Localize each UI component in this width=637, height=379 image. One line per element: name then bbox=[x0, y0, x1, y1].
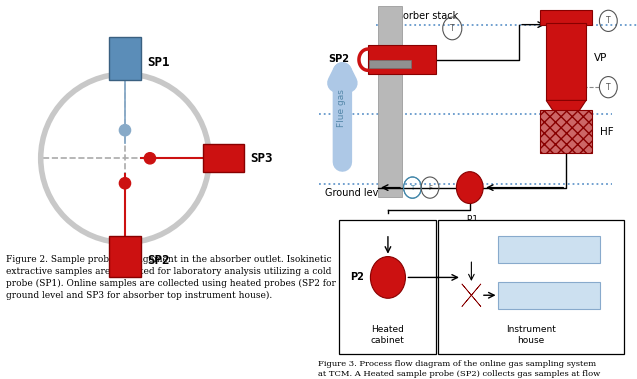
Polygon shape bbox=[462, 284, 481, 307]
Text: P2: P2 bbox=[350, 273, 364, 282]
Text: Ground level: Ground level bbox=[325, 188, 387, 197]
Text: HF: HF bbox=[600, 127, 614, 137]
Text: Heated
cabinet: Heated cabinet bbox=[371, 326, 404, 345]
Text: SP1: SP1 bbox=[147, 56, 169, 69]
Text: Figure 2. Sample probe arrangement in the absorber outlet. Isokinetic
extractive: Figure 2. Sample probe arrangement in th… bbox=[6, 255, 336, 300]
FancyBboxPatch shape bbox=[369, 60, 411, 68]
Polygon shape bbox=[547, 100, 586, 121]
FancyBboxPatch shape bbox=[547, 23, 586, 100]
FancyBboxPatch shape bbox=[498, 236, 600, 263]
FancyBboxPatch shape bbox=[339, 220, 436, 354]
FancyBboxPatch shape bbox=[110, 36, 141, 80]
Circle shape bbox=[145, 153, 155, 164]
Circle shape bbox=[371, 257, 405, 298]
FancyBboxPatch shape bbox=[540, 10, 592, 25]
Text: Instrument
house: Instrument house bbox=[506, 326, 556, 345]
Text: Figure 3. Process flow diagram of the online gas sampling system
at TCM. A Heate: Figure 3. Process flow diagram of the on… bbox=[318, 360, 605, 379]
Text: VP: VP bbox=[594, 53, 607, 63]
Text: T: T bbox=[410, 185, 415, 191]
Text: .P1: .P1 bbox=[464, 215, 478, 224]
Circle shape bbox=[119, 125, 131, 136]
Text: T: T bbox=[606, 83, 611, 92]
FancyBboxPatch shape bbox=[203, 144, 243, 172]
Text: Absorber stack: Absorber stack bbox=[385, 11, 459, 21]
FancyBboxPatch shape bbox=[368, 45, 436, 74]
Circle shape bbox=[456, 172, 483, 204]
FancyBboxPatch shape bbox=[378, 6, 403, 197]
Text: SP2: SP2 bbox=[328, 54, 349, 64]
Circle shape bbox=[119, 178, 131, 189]
Text: SP3: SP3 bbox=[250, 152, 273, 165]
Polygon shape bbox=[462, 284, 481, 307]
FancyBboxPatch shape bbox=[540, 110, 592, 153]
Text: T: T bbox=[606, 16, 611, 25]
Text: Instruments: Instruments bbox=[522, 291, 576, 300]
FancyBboxPatch shape bbox=[438, 220, 624, 354]
Text: T: T bbox=[450, 24, 455, 33]
FancyBboxPatch shape bbox=[498, 282, 600, 309]
Text: SP2: SP2 bbox=[147, 254, 169, 267]
Text: F: F bbox=[428, 185, 432, 191]
Text: Cal. Gas: Cal. Gas bbox=[531, 245, 568, 254]
FancyBboxPatch shape bbox=[110, 236, 141, 277]
Text: Flue gas: Flue gas bbox=[337, 89, 346, 127]
